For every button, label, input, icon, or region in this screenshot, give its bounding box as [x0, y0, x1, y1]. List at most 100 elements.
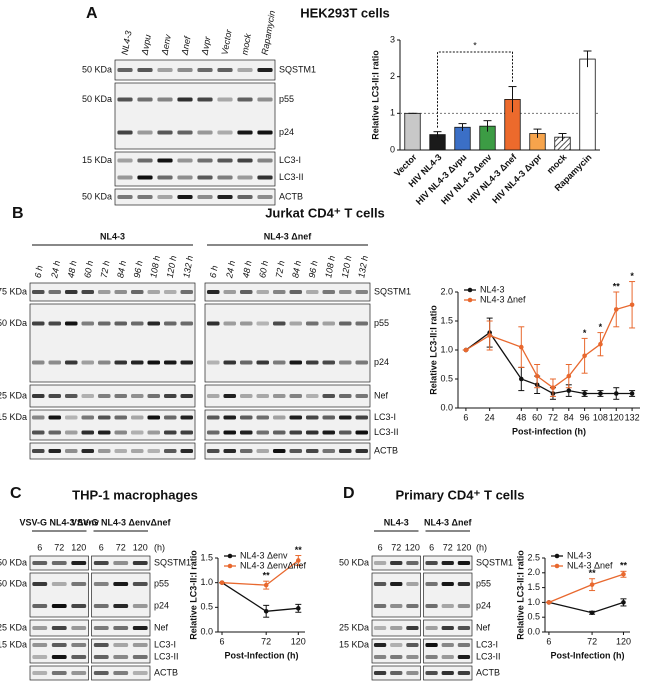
band [272, 360, 286, 365]
band [457, 655, 471, 659]
band [64, 449, 78, 453]
band [322, 449, 336, 453]
protein-label: p55 [154, 578, 169, 588]
x-tick-label: 72 [548, 412, 558, 422]
band [32, 604, 48, 608]
blot-box [114, 82, 276, 150]
protein-label: Nef [476, 622, 491, 632]
legend-label: NL4-3 Δnef [567, 560, 613, 570]
band [223, 430, 237, 435]
band [31, 290, 45, 294]
band [130, 415, 144, 420]
x-tick-label: 120 [616, 636, 631, 646]
series-line [465, 331, 633, 395]
blot-box [371, 638, 421, 664]
band [425, 561, 438, 565]
band [51, 671, 67, 675]
band [239, 415, 253, 420]
band [48, 449, 62, 453]
band [217, 175, 233, 180]
lane-label: 120 h [165, 255, 179, 279]
protein-label: LC3-I [476, 639, 498, 649]
band [64, 321, 78, 326]
band [137, 175, 153, 180]
band [64, 415, 78, 420]
point [263, 582, 269, 588]
legend-marker [227, 563, 233, 569]
band [137, 68, 153, 72]
blot-box [204, 442, 371, 460]
band [137, 195, 153, 199]
band [272, 415, 286, 420]
band [239, 321, 253, 326]
point [566, 388, 572, 393]
band [81, 449, 95, 453]
band [147, 415, 161, 420]
x-tick-label: 72 [261, 636, 271, 646]
band [132, 604, 148, 608]
band [132, 655, 148, 659]
y-tick-label: 2.0 [440, 286, 453, 296]
blot-box [29, 409, 196, 441]
band [289, 290, 303, 294]
band [71, 655, 87, 659]
band [177, 158, 193, 163]
band [130, 430, 144, 435]
band [180, 360, 194, 365]
band [197, 175, 213, 180]
band [406, 643, 419, 647]
band [355, 430, 369, 435]
band [390, 671, 403, 675]
lane-label: 72 h [99, 260, 112, 279]
band [81, 321, 95, 326]
annotation: * [599, 322, 603, 332]
protein-label: LC3-II [374, 427, 399, 437]
band [237, 195, 253, 199]
band [48, 394, 62, 398]
band [51, 643, 67, 647]
group-label: NL4-3 Δnef [424, 517, 472, 527]
blot-box [29, 572, 89, 618]
protein-label: p55 [279, 94, 294, 104]
band [338, 415, 352, 420]
band [390, 626, 403, 630]
lane-label: 6 h [208, 265, 220, 279]
point [463, 347, 469, 353]
band [180, 394, 194, 398]
panel-letter: D [343, 485, 355, 502]
lane-label: 6 [37, 542, 42, 552]
band [206, 290, 220, 294]
band [425, 643, 438, 647]
blot-box [371, 572, 421, 618]
band [93, 643, 109, 647]
legend-marker [554, 563, 560, 569]
point [546, 600, 552, 605]
band [81, 430, 95, 435]
band [239, 430, 253, 435]
band [32, 655, 48, 659]
band [180, 415, 194, 420]
band [147, 290, 161, 294]
band [197, 158, 213, 163]
band [97, 290, 111, 294]
band [355, 360, 369, 365]
protein-label: LC3-II [154, 651, 179, 661]
band [355, 415, 369, 420]
band [217, 68, 233, 72]
kda-marker: 25 KDa [339, 622, 369, 632]
point [566, 373, 572, 379]
panel-letter: B [12, 205, 24, 222]
band [239, 394, 253, 398]
kda-marker: 50 KDa [0, 557, 27, 567]
band [113, 671, 129, 675]
band [32, 582, 48, 586]
y-tick-label: 2.5 [527, 552, 540, 562]
x-tick-label: 60 [532, 412, 542, 422]
point [519, 344, 524, 350]
band [206, 430, 220, 435]
protein-label: LC3-II [476, 651, 501, 661]
band [257, 195, 273, 199]
band [113, 582, 129, 586]
kda-marker: 15 KDa [82, 155, 112, 165]
band [157, 130, 173, 135]
